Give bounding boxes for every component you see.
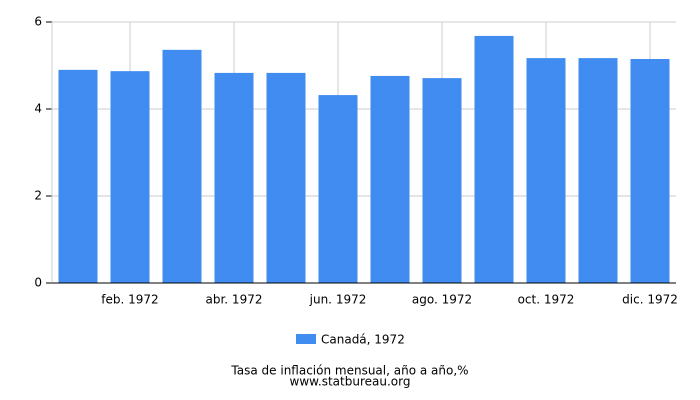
bar	[578, 58, 618, 284]
x-tick-label: dic. 1972	[622, 293, 678, 307]
y-tick-label: 2	[34, 189, 42, 203]
bar	[630, 58, 670, 283]
bar	[110, 71, 150, 283]
source: www.statbureau.org	[290, 375, 411, 389]
x-tick-label: feb. 1972	[101, 293, 158, 307]
x-tick-label: abr. 1972	[206, 293, 263, 307]
bar	[214, 72, 254, 284]
y-tick-label: 6	[34, 15, 42, 29]
bar	[526, 58, 566, 284]
bar	[58, 69, 98, 283]
bar	[162, 49, 202, 284]
x-tick-label: jun. 1972	[309, 293, 367, 307]
bar	[318, 95, 358, 283]
y-tick-label: 0	[34, 276, 42, 290]
chart-title: Tasa de inflación mensual, año a año,%	[230, 364, 468, 378]
bar	[370, 75, 410, 283]
bar	[474, 35, 514, 283]
bar	[266, 72, 306, 284]
x-tick-label: ago. 1972	[412, 293, 472, 307]
legend-swatch	[296, 334, 316, 344]
y-tick-label: 4	[34, 102, 42, 116]
bar	[422, 78, 462, 284]
x-tick-label: oct. 1972	[518, 293, 575, 307]
legend-label: Canadá, 1972	[321, 333, 405, 347]
